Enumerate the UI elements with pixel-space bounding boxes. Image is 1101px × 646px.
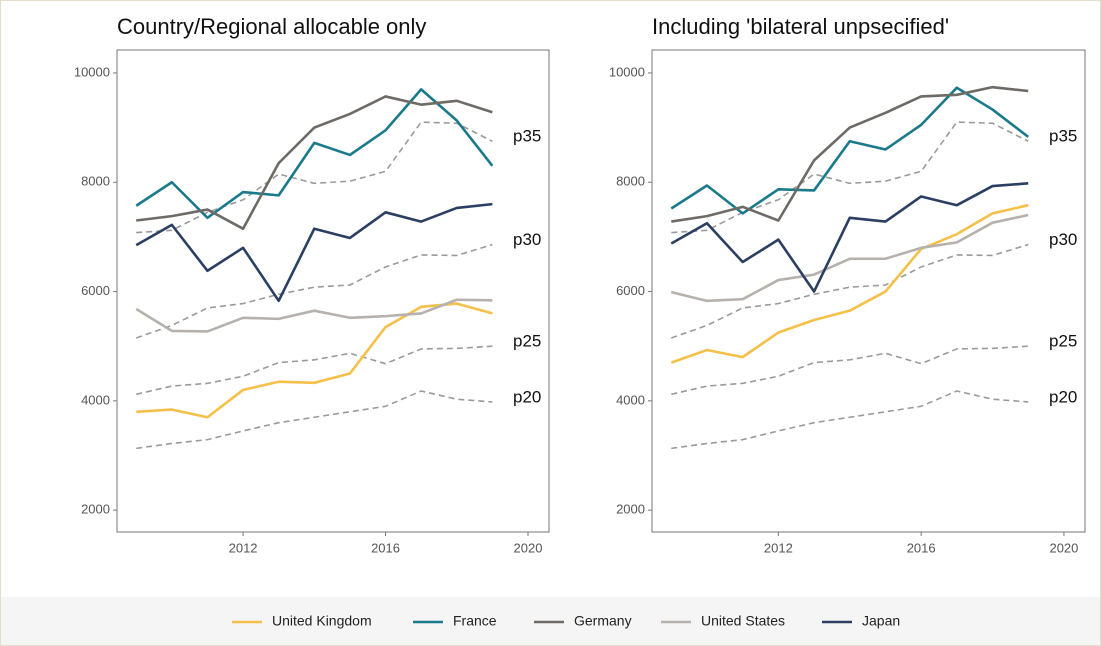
series-line	[135, 298, 493, 333]
x-tick-label: 2012	[764, 540, 793, 555]
percentile-label: p35	[513, 127, 541, 146]
percentile-label: p25	[1049, 332, 1077, 351]
percentile-label: p20	[1049, 387, 1077, 406]
y-tick-label: 8000	[81, 174, 110, 189]
legend-label: Germany	[574, 613, 632, 629]
x-tick-label: 2012	[229, 540, 258, 555]
y-tick-label: 10000	[609, 64, 645, 79]
series-line	[135, 202, 493, 303]
legend-label: France	[453, 613, 497, 629]
series-line	[670, 182, 1029, 293]
chart-title: Including 'bilateral unpsecified'	[652, 14, 949, 39]
y-tick-label: 6000	[616, 283, 645, 298]
series-line	[136, 95, 493, 231]
x-tick-label: 2016	[371, 540, 400, 555]
percentile-label: p35	[1049, 127, 1077, 146]
series-line	[136, 302, 493, 419]
y-tick-label: 2000	[616, 502, 645, 517]
percentile-line	[671, 243, 1029, 339]
panel-border	[116, 49, 550, 533]
percentile-line	[136, 390, 493, 450]
y-tick-label: 4000	[81, 392, 110, 407]
series-line	[670, 213, 1029, 303]
x-tick-label: 2016	[907, 540, 936, 555]
percentile-line	[136, 345, 493, 396]
y-tick-label: 6000	[81, 283, 110, 298]
percentile-line	[671, 390, 1029, 450]
chart-title: Country/Regional allocable only	[117, 14, 426, 39]
series-line	[135, 88, 494, 220]
series-line	[671, 85, 1029, 223]
percentile-line	[671, 345, 1029, 396]
panel-border	[651, 49, 1086, 533]
legend-label: United Kingdom	[272, 613, 372, 629]
series-line	[670, 86, 1030, 215]
y-tick-label: 10000	[74, 64, 110, 79]
y-tick-label: 2000	[81, 502, 110, 517]
percentile-line	[136, 121, 493, 234]
legend-label: United States	[701, 613, 785, 629]
percentile-label: p20	[513, 387, 541, 406]
y-tick-label: 8000	[616, 174, 645, 189]
percentile-label: p30	[513, 230, 541, 249]
x-tick-label: 2020	[1049, 540, 1078, 555]
legend-label: Japan	[862, 613, 900, 629]
x-tick-label: 2020	[514, 540, 543, 555]
percentile-label: p25	[513, 332, 541, 351]
percentile-line	[135, 243, 493, 339]
percentile-line	[671, 121, 1029, 234]
series-line	[670, 203, 1029, 364]
y-tick-label: 4000	[616, 392, 645, 407]
percentile-label: p30	[1049, 230, 1077, 249]
